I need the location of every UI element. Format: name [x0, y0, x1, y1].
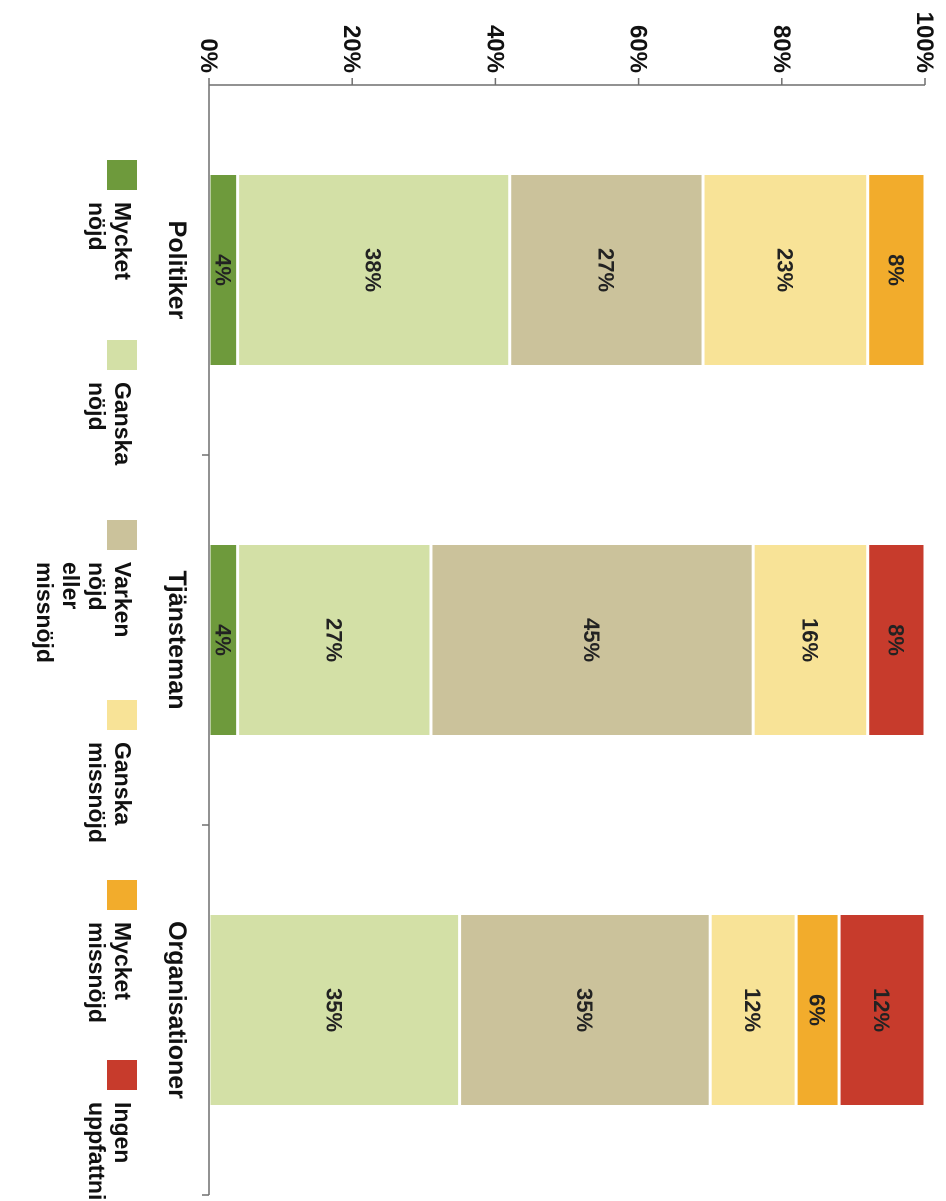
- legend-label: Ganska: [110, 742, 136, 825]
- legend-swatch: [107, 700, 137, 730]
- bar-segment: [210, 545, 237, 735]
- y-tick-label: 40%: [481, 25, 508, 73]
- category-label: Tjänsteman: [163, 571, 191, 710]
- legend-label: Ganska: [110, 382, 136, 465]
- legend-label: Mycket: [110, 202, 136, 280]
- data-label: 6%: [805, 994, 830, 1026]
- legend-label: nöjd: [84, 202, 110, 251]
- data-label: 38%: [361, 248, 386, 292]
- bar-segment: [869, 175, 924, 365]
- bar-segment: [461, 915, 709, 1105]
- y-tick-label: 20%: [338, 25, 365, 73]
- bar-segment: [210, 915, 459, 1105]
- bar-segment: [797, 915, 838, 1105]
- legend-swatch: [107, 160, 137, 190]
- data-label: 27%: [593, 248, 618, 292]
- legend-label: Ingen: [110, 1102, 136, 1163]
- bar-segment: [239, 545, 430, 735]
- legend-label: missnöjd: [84, 742, 110, 843]
- legend-label: missnöjd: [84, 922, 110, 1023]
- bar-segment: [869, 545, 924, 735]
- bar-segment: [704, 175, 867, 365]
- data-label: 12%: [740, 988, 765, 1032]
- data-label: 8%: [883, 254, 908, 286]
- legend-label: Mycket: [110, 922, 136, 1000]
- bar-segment: [711, 915, 795, 1105]
- legend-label: nöjd: [84, 382, 110, 431]
- data-label: 35%: [572, 988, 597, 1032]
- data-label: 8%: [883, 624, 908, 656]
- data-label: 27%: [321, 618, 346, 662]
- data-label: 23%: [772, 248, 797, 292]
- y-tick-label: 60%: [625, 25, 652, 73]
- legend-label: nöjd: [84, 562, 110, 611]
- y-tick-label: 0%: [195, 38, 222, 73]
- data-label: 4%: [210, 254, 235, 286]
- data-label: 35%: [321, 988, 346, 1032]
- y-tick-label: 100%: [911, 12, 938, 73]
- bar-segment: [754, 545, 867, 735]
- legend-label: missnöjd: [32, 562, 58, 663]
- legend-swatch: [107, 340, 137, 370]
- bar-segment: [432, 545, 752, 735]
- legend-label: uppfattning: [84, 1102, 110, 1201]
- bar-segment: [840, 915, 924, 1105]
- bar-segment: [210, 175, 237, 365]
- legend-label: eller: [58, 562, 84, 609]
- legend-swatch: [107, 880, 137, 910]
- legend-swatch: [107, 1060, 137, 1090]
- data-label: 12%: [869, 988, 894, 1032]
- category-label: Politiker: [163, 221, 191, 320]
- bar-segment: [239, 175, 509, 365]
- data-label: 16%: [797, 618, 822, 662]
- bar-segment: [511, 175, 702, 365]
- legend-label: Varken: [110, 562, 136, 637]
- category-label: Organisationer: [163, 921, 191, 1099]
- y-tick-label: 80%: [768, 25, 795, 73]
- data-label: 45%: [579, 618, 604, 662]
- legend-swatch: [107, 520, 137, 550]
- data-label: 4%: [210, 624, 235, 656]
- rotated-chart-group: 0% 20% 40% 60% 80% 100% 4% 38% 27% 23% 8% Politiker…: [32, 12, 938, 1201]
